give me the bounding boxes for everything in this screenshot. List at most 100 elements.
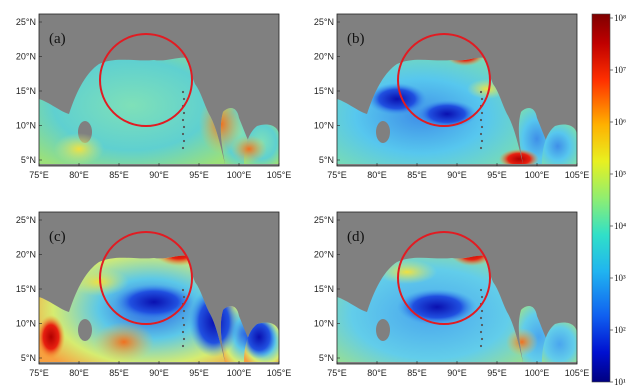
andaman-island [480,139,484,143]
lon-tick-label: 105°E [267,368,292,378]
lat-tick-label: 10°N [314,319,334,329]
andaman-island [480,97,484,101]
andaman-island [479,316,483,320]
andaman-island [181,316,185,320]
lat-tick-label: 15°N [314,86,334,96]
lat-tick-label: 15°N [16,86,36,96]
lat-tick-label: 5°N [319,353,334,363]
sri-lanka-island [78,319,92,341]
colorbar-ramp [591,13,611,383]
highlight-circle [397,231,491,325]
lat-tick-label: 25°N [314,17,334,27]
lon-tick-label: 100°E [227,170,252,180]
lon-tick-label: 90°E [149,368,169,378]
andaman-island [181,344,185,348]
lat-tick-label: 10°N [16,319,36,329]
andaman-island [182,125,186,129]
map-panels: (a) 75°E 80°E 85°E 90°E 95°E 100°E 105°E 5°N 10°N… [16,13,590,378]
highlight-circle [397,33,491,127]
andaman-island [182,97,186,101]
lon-tick-label: 75°E [327,368,347,378]
lon-tick-label: 95°E [487,368,507,378]
andaman-island [181,90,185,94]
lat-tick-label: 25°N [16,17,36,27]
lon-tick-label: 95°E [189,368,209,378]
lon-tick-label: 90°E [447,170,467,180]
lon-tick-label: 85°E [407,368,427,378]
lat-tick-label: 10°N [16,121,36,131]
lat-tick-label: 20°N [314,52,334,62]
lat-tick-label: 5°N [319,155,334,165]
andaman-island [181,146,185,150]
andaman-island [479,90,483,94]
colorbar-label: 10⁶ [614,117,626,127]
lon-tick-label: 90°E [149,170,169,180]
lon-tick-label: 105°E [565,170,590,180]
lon-tick-label: 80°E [367,170,387,180]
lat-tick-label: 10°N [314,121,334,131]
andaman-island [480,111,484,115]
lat-tick-label: 5°N [21,353,36,363]
andaman-island [480,295,484,299]
lon-tick-label: 105°E [565,368,590,378]
lat-tick-label: 15°N [16,284,36,294]
panel-label: (d) [347,229,365,245]
andaman-island [182,323,186,327]
lon-tick-label: 80°E [367,368,387,378]
lat-tick-label: 5°N [21,155,36,165]
lon-tick-label: 85°E [109,170,129,180]
lon-tick-label: 75°E [29,170,49,180]
andaman-island [182,295,186,299]
lon-tick-label: 100°E [227,368,252,378]
lat-tick-label: 25°N [16,215,36,225]
andaman-island [181,330,185,334]
map-panel: (b) 75°E 80°E 85°E 90°E 95°E 100°E 105°E 5°N 10°N… [314,13,590,180]
colorbar-label: 10⁸ [614,13,626,23]
colorbar-label: 10⁴ [614,221,626,231]
colorbar: 10⁸ 10⁷ 10⁶ 10⁵ 10⁴ 10³ 10² 10¹ [591,13,626,387]
andaman-island [182,139,186,143]
panel-label: (b) [347,31,365,47]
lon-tick-label: 75°E [327,170,347,180]
andaman-island [479,146,483,150]
andaman-island [479,344,483,348]
lat-tick-label: 20°N [314,250,334,260]
map-panel: (a) 75°E 80°E 85°E 90°E 95°E 100°E 105°E 5°N 10°N… [16,13,292,180]
lon-tick-label: 100°E [525,368,550,378]
lon-tick-label: 80°E [69,368,89,378]
panel-label: (a) [49,31,66,47]
colorbar-label: 10⁵ [614,169,626,179]
andaman-island [479,288,483,292]
andaman-island [480,323,484,327]
colorbar-label: 10² [614,325,626,335]
lon-tick-label: 95°E [487,170,507,180]
sri-lanka-island [376,121,390,143]
lon-tick-label: 85°E [407,170,427,180]
highlight-circle [99,231,193,325]
colorbar-labels: 10⁸ 10⁷ 10⁶ 10⁵ 10⁴ 10³ 10² 10¹ [610,13,626,387]
lat-tick-label: 20°N [16,250,36,260]
andaman-island [479,330,483,334]
andaman-island [480,125,484,129]
panel-label: (c) [49,229,66,245]
andaman-island [182,337,186,341]
map-panel: (d) 75°E 80°E 85°E 90°E 95°E 100°E 105°E 5°N 10°N… [314,211,590,378]
lat-tick-label: 15°N [314,284,334,294]
lon-tick-label: 105°E [267,170,292,180]
lon-tick-label: 100°E [525,170,550,180]
andaman-island [480,337,484,341]
andaman-island [479,118,483,122]
lon-tick-label: 85°E [109,368,129,378]
andaman-island [181,132,185,136]
colorbar-label: 10¹ [614,377,626,387]
sri-lanka-island [376,319,390,341]
colorbar-label: 10³ [614,273,626,283]
lat-tick-label: 20°N [16,52,36,62]
map-panel: (c) 75°E 80°E 85°E 90°E 95°E 100°E 105°E 5°N 10°N… [16,211,292,378]
andaman-island [480,309,484,313]
lon-tick-label: 95°E [189,170,209,180]
lon-tick-label: 80°E [69,170,89,180]
andaman-island [182,111,186,115]
colorbar-label: 10⁷ [614,65,626,75]
